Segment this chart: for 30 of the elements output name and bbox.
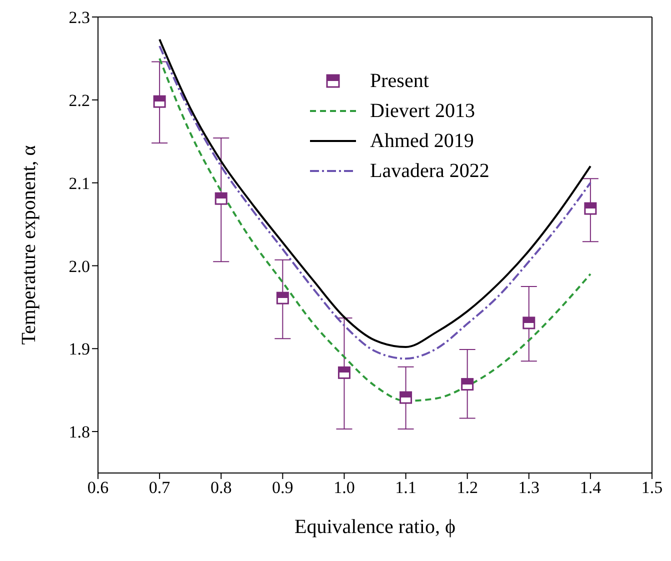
x-tick-label: 1.0 (334, 478, 355, 498)
point (338, 366, 350, 379)
x-tick-label: 1.3 (518, 478, 540, 498)
y-tick-label: 2.3 (68, 8, 90, 28)
x-tick-label: 0.7 (148, 478, 171, 498)
point (522, 316, 536, 330)
y-axis-title: Temperature exponent, α (18, 144, 40, 345)
legend-label: Lavadera 2022 (370, 160, 490, 182)
legend-label: Present (370, 70, 429, 92)
x-tick-label: 1.1 (395, 478, 416, 498)
point (461, 378, 474, 391)
x-tick-label: 1.5 (641, 478, 663, 498)
y-tick-label: 1.9 (68, 340, 90, 359)
legend-label: Dievert 2013 (370, 100, 475, 122)
x-tick-label: 0.9 (272, 478, 294, 498)
y-tick-label: 2.2 (68, 90, 90, 110)
y-tick-label: 2.0 (68, 256, 90, 276)
x-tick-label: 0.6 (87, 478, 109, 498)
x-tick-label: 1.4 (580, 478, 602, 498)
point (214, 192, 228, 205)
y-tick-label: 1.8 (68, 422, 90, 442)
point (584, 202, 597, 215)
x-axis-title: Equivalence ratio, ϕ (294, 516, 456, 538)
point (400, 391, 412, 404)
x-tick-label: 0.8 (210, 478, 232, 498)
point (276, 292, 289, 304)
x-tick-label: 1.2 (456, 478, 478, 498)
y-tick-label: 2.1 (68, 174, 90, 193)
legend-label: Ahmed 2019 (370, 130, 474, 152)
point (153, 95, 166, 108)
